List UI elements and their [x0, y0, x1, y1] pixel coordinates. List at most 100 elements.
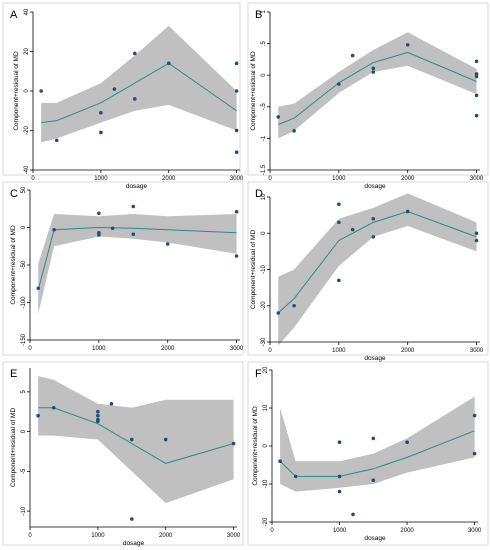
panel-d: 0 1000 2000 3000 -30 -20 -10 0 10 dosage Component…	[247, 181, 489, 362]
data-point	[234, 209, 239, 214]
y-tick-label: -20	[263, 517, 269, 526]
data-point	[97, 230, 101, 235]
y-tick-label: -20	[261, 301, 267, 310]
y-tick-label: 50	[21, 186, 27, 193]
panel-label: D	[255, 188, 263, 200]
fit-line	[277, 210, 477, 314]
x-tick-label: 1000	[94, 176, 108, 182]
panel-frame	[2, 181, 244, 356]
x-tick-label: 1000	[332, 176, 346, 182]
data-point	[231, 441, 236, 446]
confidence-band	[38, 375, 234, 504]
data-point	[165, 242, 170, 246]
panel-b: 0 1000 2000 3000 -1.5 -1 -.5 0 .5 1 dosage Componen…	[247, 2, 489, 190]
confidence-band	[38, 214, 237, 314]
y-axis-title: Component+residual of MD	[10, 225, 17, 305]
panel-a: 0 1000 2000 3000 -40 -20 0 20 40 dosage Component+…	[2, 2, 244, 190]
data-point	[52, 227, 56, 232]
y-tick-label: 40	[24, 8, 30, 15]
data-point	[99, 110, 103, 115]
x-tick-label: 2000	[159, 533, 173, 539]
x-tick-label: 3000	[230, 346, 244, 352]
fit-line	[279, 430, 475, 477]
y-tick-label: -50	[21, 260, 27, 269]
y-tick-label: -.5	[261, 103, 267, 111]
y-tick-label: 0	[263, 444, 269, 448]
panel-label: B	[255, 9, 262, 21]
x-tick-label: 1000	[92, 346, 106, 352]
data-point	[337, 82, 341, 86]
data-point	[234, 61, 239, 66]
panel-e: 0 1000 2000 3000 -10 -5 0 5 dosage Component+resi…	[2, 361, 244, 547]
data-point	[337, 474, 342, 479]
data-point	[234, 89, 239, 93]
panel-label: C	[10, 188, 18, 200]
y-tick-label: 0	[261, 73, 267, 77]
x-tick-label: 2000	[401, 176, 415, 182]
data-point	[350, 227, 355, 232]
y-tick-label: 10	[261, 193, 267, 200]
confidence-band	[280, 396, 475, 492]
fit-line	[41, 62, 237, 124]
data-point	[337, 278, 341, 283]
y-axis-title: Component+residual of MD	[13, 51, 20, 131]
x-tick-label: 0	[268, 348, 272, 354]
x-tick-label: 3000	[227, 533, 241, 539]
data-point	[351, 512, 355, 517]
y-tick-label: -100	[21, 296, 27, 309]
data-point	[350, 53, 355, 58]
data-point	[337, 440, 342, 445]
x-tick-label: 0	[28, 346, 32, 352]
y-tick-label: 20	[263, 366, 269, 373]
data-point	[276, 115, 281, 119]
data-point	[292, 129, 296, 133]
data-point	[474, 231, 479, 236]
data-point	[130, 517, 134, 521]
data-point	[405, 440, 409, 445]
data-point	[131, 232, 136, 237]
y-tick-label: -10	[21, 506, 27, 515]
data-point	[337, 220, 341, 225]
y-tick-label: -10	[263, 479, 269, 488]
x-tick-label: 2000	[401, 348, 415, 354]
y-tick-label: 10	[263, 404, 269, 411]
data-point	[234, 150, 239, 155]
y-tick-label: -1.5	[261, 164, 267, 175]
data-point	[472, 413, 477, 418]
y-axis-title: Component+residual of MD	[250, 230, 257, 310]
x-tick-label: 3000	[470, 176, 484, 182]
x-tick-label: 2000	[161, 346, 175, 352]
data-point	[234, 254, 239, 258]
data-point	[278, 459, 282, 464]
data-point	[337, 489, 342, 494]
data-point	[371, 70, 376, 74]
x-tick-label: 1000	[332, 348, 346, 354]
x-axis-title: dosage	[364, 535, 386, 542]
data-point	[109, 401, 114, 406]
data-point	[51, 405, 56, 410]
x-tick-label: 0	[28, 533, 32, 539]
y-tick-label: -10	[261, 265, 267, 274]
x-tick-label: 1000	[91, 533, 105, 539]
data-point	[371, 436, 376, 441]
data-point	[36, 286, 41, 291]
x-tick-label: 3000	[468, 528, 482, 534]
data-point	[234, 128, 239, 133]
data-point	[39, 89, 43, 93]
data-point	[474, 113, 479, 118]
x-axis-title: dosage	[364, 355, 386, 362]
x-axis-title: dosage	[364, 183, 386, 190]
data-point	[96, 419, 100, 424]
data-point	[405, 209, 410, 214]
y-tick-label: 0	[21, 429, 27, 433]
panel-frame	[247, 181, 489, 356]
x-tick-label: 2000	[400, 528, 414, 534]
x-tick-label: 1000	[333, 528, 347, 534]
panel-f: 0 1000 2000 3000 -20 -10 0 10 20 dosage Component+…	[247, 361, 489, 546]
data-point	[405, 43, 410, 47]
y-tick-label: 0	[21, 225, 27, 229]
panel-label: F	[255, 368, 262, 380]
x-tick-label: 3000	[470, 348, 484, 354]
data-point	[371, 216, 376, 221]
